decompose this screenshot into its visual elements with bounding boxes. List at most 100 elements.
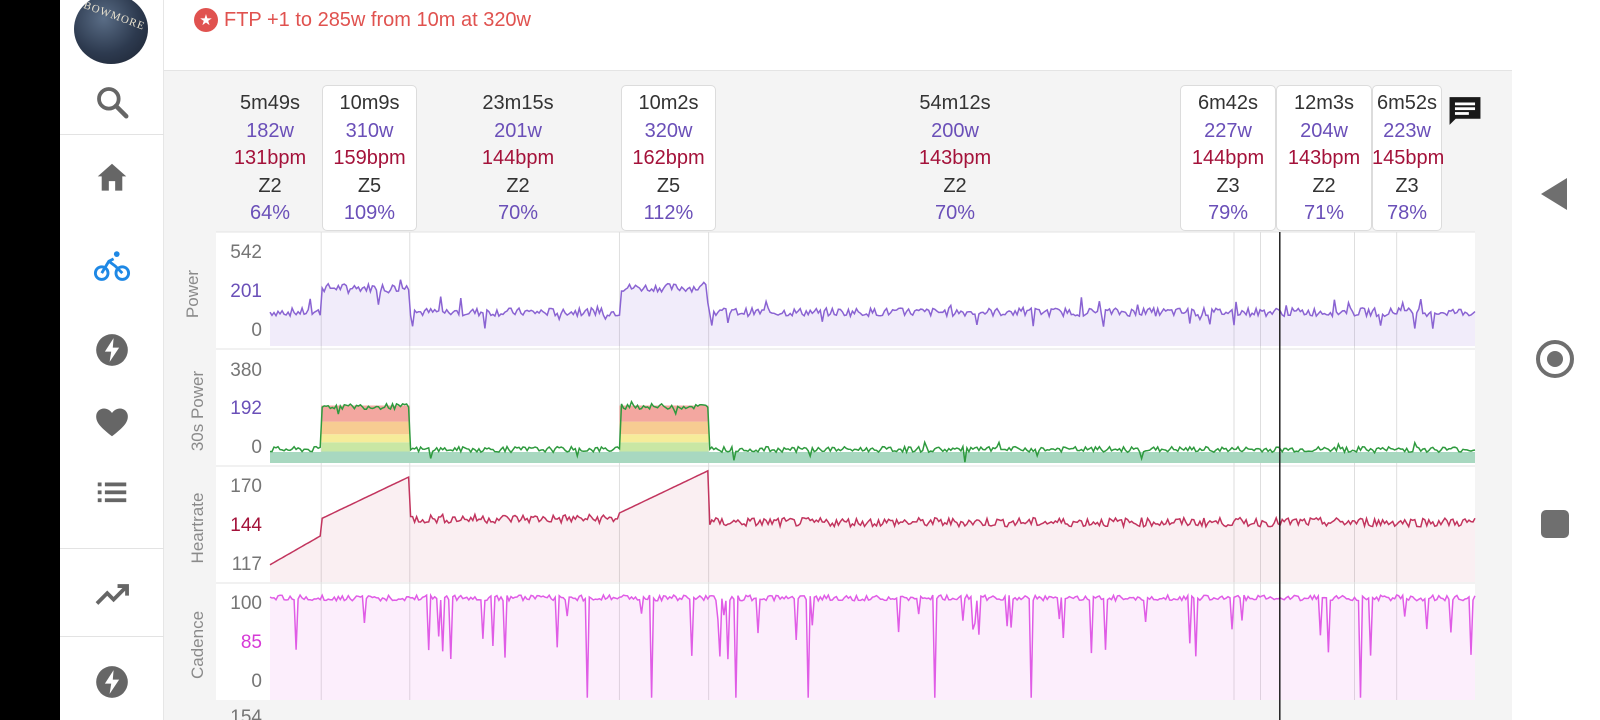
interval-duration: 10m9s xyxy=(339,92,400,114)
star-badge-icon: ★ xyxy=(194,8,218,32)
interval-percent: 71% xyxy=(1303,202,1345,224)
zone-band xyxy=(321,434,410,443)
axis-title-power: Power xyxy=(183,269,202,319)
interval-card[interactable] xyxy=(322,85,417,231)
interval-band xyxy=(1396,349,1415,465)
interval-zone: Z2 xyxy=(943,174,967,197)
interval-heartrate: 144bpm xyxy=(1191,147,1265,169)
sidebar-item-search[interactable] xyxy=(60,72,164,132)
interval-label: 23m15s 201w 144bpm Z2 70% xyxy=(458,90,578,228)
tick-label: 154 xyxy=(230,707,262,720)
interval-band xyxy=(1396,466,1415,582)
interval-duration: 23m15s xyxy=(482,92,554,114)
interval-label: 10m9s 310w 159bpm Z5 109% xyxy=(322,90,417,228)
cadence-series-line xyxy=(269,592,1476,698)
interval-band xyxy=(321,466,410,582)
sidebar: BOWMORE xyxy=(60,0,164,720)
heartrate-series-line xyxy=(269,469,1476,566)
interval-percent: 109% xyxy=(343,202,396,224)
zone-band-low xyxy=(270,452,1475,463)
interval-duration: 6m52s xyxy=(1376,92,1438,114)
interval-heartrate: 143bpm xyxy=(918,147,992,169)
interval-heartrate: 131bpm xyxy=(233,147,307,169)
sidebar-item-power[interactable] xyxy=(60,320,164,380)
zone-band xyxy=(619,405,709,422)
chat-icon[interactable] xyxy=(1446,94,1484,128)
interval-zone: Z3 xyxy=(1395,174,1419,197)
interval-zone: Z2 xyxy=(506,174,530,197)
tick-label: 0 xyxy=(251,320,262,341)
interval-percent: 70% xyxy=(497,202,539,224)
home-icon xyxy=(97,163,127,191)
tick-label: 192 xyxy=(230,398,262,419)
interval-zone: Z2 xyxy=(1312,174,1336,197)
recents-icon[interactable] xyxy=(1541,510,1569,538)
power-series-area xyxy=(270,279,1475,346)
bolt-icon xyxy=(96,666,128,698)
interval-card[interactable] xyxy=(1276,85,1372,231)
interval-heartrate: 159bpm xyxy=(333,147,406,169)
interval-power: 182w xyxy=(246,119,294,142)
trending-up-icon xyxy=(95,584,129,605)
interval-heartrate: 145bpm xyxy=(1372,147,1445,169)
interval-label: 5m49s 182w 131bpm Z2 64% xyxy=(220,90,320,228)
interval-zone: Z5 xyxy=(656,174,681,197)
sidebar-item-health[interactable] xyxy=(60,392,164,452)
activity-header: ★ FTP +1 to 285w from 10m at 320w xyxy=(164,0,1514,68)
interval-power: 227w xyxy=(1204,119,1252,142)
interval-zone: Z5 xyxy=(357,174,382,197)
tick-label: 144 xyxy=(230,515,262,536)
bolt-icon xyxy=(96,334,128,366)
axis-title-cadence: Cadence xyxy=(188,610,207,680)
sidebar-item-list[interactable] xyxy=(60,462,164,522)
zone-band xyxy=(321,442,410,452)
interval-power: 201w xyxy=(494,119,542,142)
tick-label: 542 xyxy=(230,242,262,263)
avatar[interactable]: BOWMORE xyxy=(74,0,148,64)
interval-band xyxy=(1234,232,1261,348)
sidebar-item-power-2[interactable] xyxy=(60,652,164,712)
sidebar-divider xyxy=(60,548,164,549)
interval-duration: 5m49s xyxy=(239,92,301,114)
activity-charts[interactable] xyxy=(0,0,1515,720)
interval-duration: 12m3s xyxy=(1293,92,1355,114)
interval-band xyxy=(1260,583,1355,700)
ftp-banner[interactable]: ★ FTP +1 to 285w from 10m at 320w xyxy=(194,8,531,32)
interval-label: 12m3s 204w 143bpm Z2 71% xyxy=(1276,90,1372,228)
interval-percent: 64% xyxy=(249,202,291,224)
screen-edge xyxy=(0,0,60,720)
interval-label: 10m2s 320w 162bpm Z5 112% xyxy=(621,90,716,228)
interval-card[interactable] xyxy=(621,85,716,231)
interval-band xyxy=(1396,232,1415,348)
sidebar-item-activities[interactable] xyxy=(60,236,164,296)
interval-power: 204w xyxy=(1300,119,1348,142)
tick-label: 85 xyxy=(240,632,262,653)
interval-card[interactable] xyxy=(1180,85,1276,231)
interval-heartrate: 143bpm xyxy=(1287,147,1361,169)
interval-heartrate: 144bpm xyxy=(481,147,555,169)
tick-label: 0 xyxy=(251,437,262,458)
interval-card[interactable] xyxy=(1372,85,1442,231)
interval-power: 310w xyxy=(345,119,394,142)
zone-band xyxy=(619,434,709,443)
back-icon[interactable] xyxy=(1541,178,1567,210)
home-circle-icon[interactable] xyxy=(1536,340,1574,378)
interval-zone: Z3 xyxy=(1216,174,1240,197)
zone-band xyxy=(321,421,410,435)
sidebar-item-home[interactable] xyxy=(60,148,164,208)
search-icon xyxy=(97,87,129,119)
interval-label: 6m52s 223w 145bpm Z3 78% xyxy=(1372,90,1445,228)
tick-label: 0 xyxy=(251,671,262,692)
sidebar-item-fitness[interactable] xyxy=(60,564,164,624)
interval-heartrate: 162bpm xyxy=(632,147,705,169)
power-series-line xyxy=(269,279,1476,329)
sidebar-divider xyxy=(60,134,164,135)
bike-icon xyxy=(93,251,131,281)
interval-zone: Z2 xyxy=(258,174,282,197)
interval-band xyxy=(619,232,709,348)
interval-duration: 54m12s xyxy=(919,92,991,114)
tick-label: 170 xyxy=(230,476,262,497)
interval-label: 54m12s 200w 143bpm Z2 70% xyxy=(890,90,1020,228)
interval-label: 6m42s 227w 144bpm Z3 79% xyxy=(1180,90,1276,228)
tick-label: 380 xyxy=(230,360,262,381)
